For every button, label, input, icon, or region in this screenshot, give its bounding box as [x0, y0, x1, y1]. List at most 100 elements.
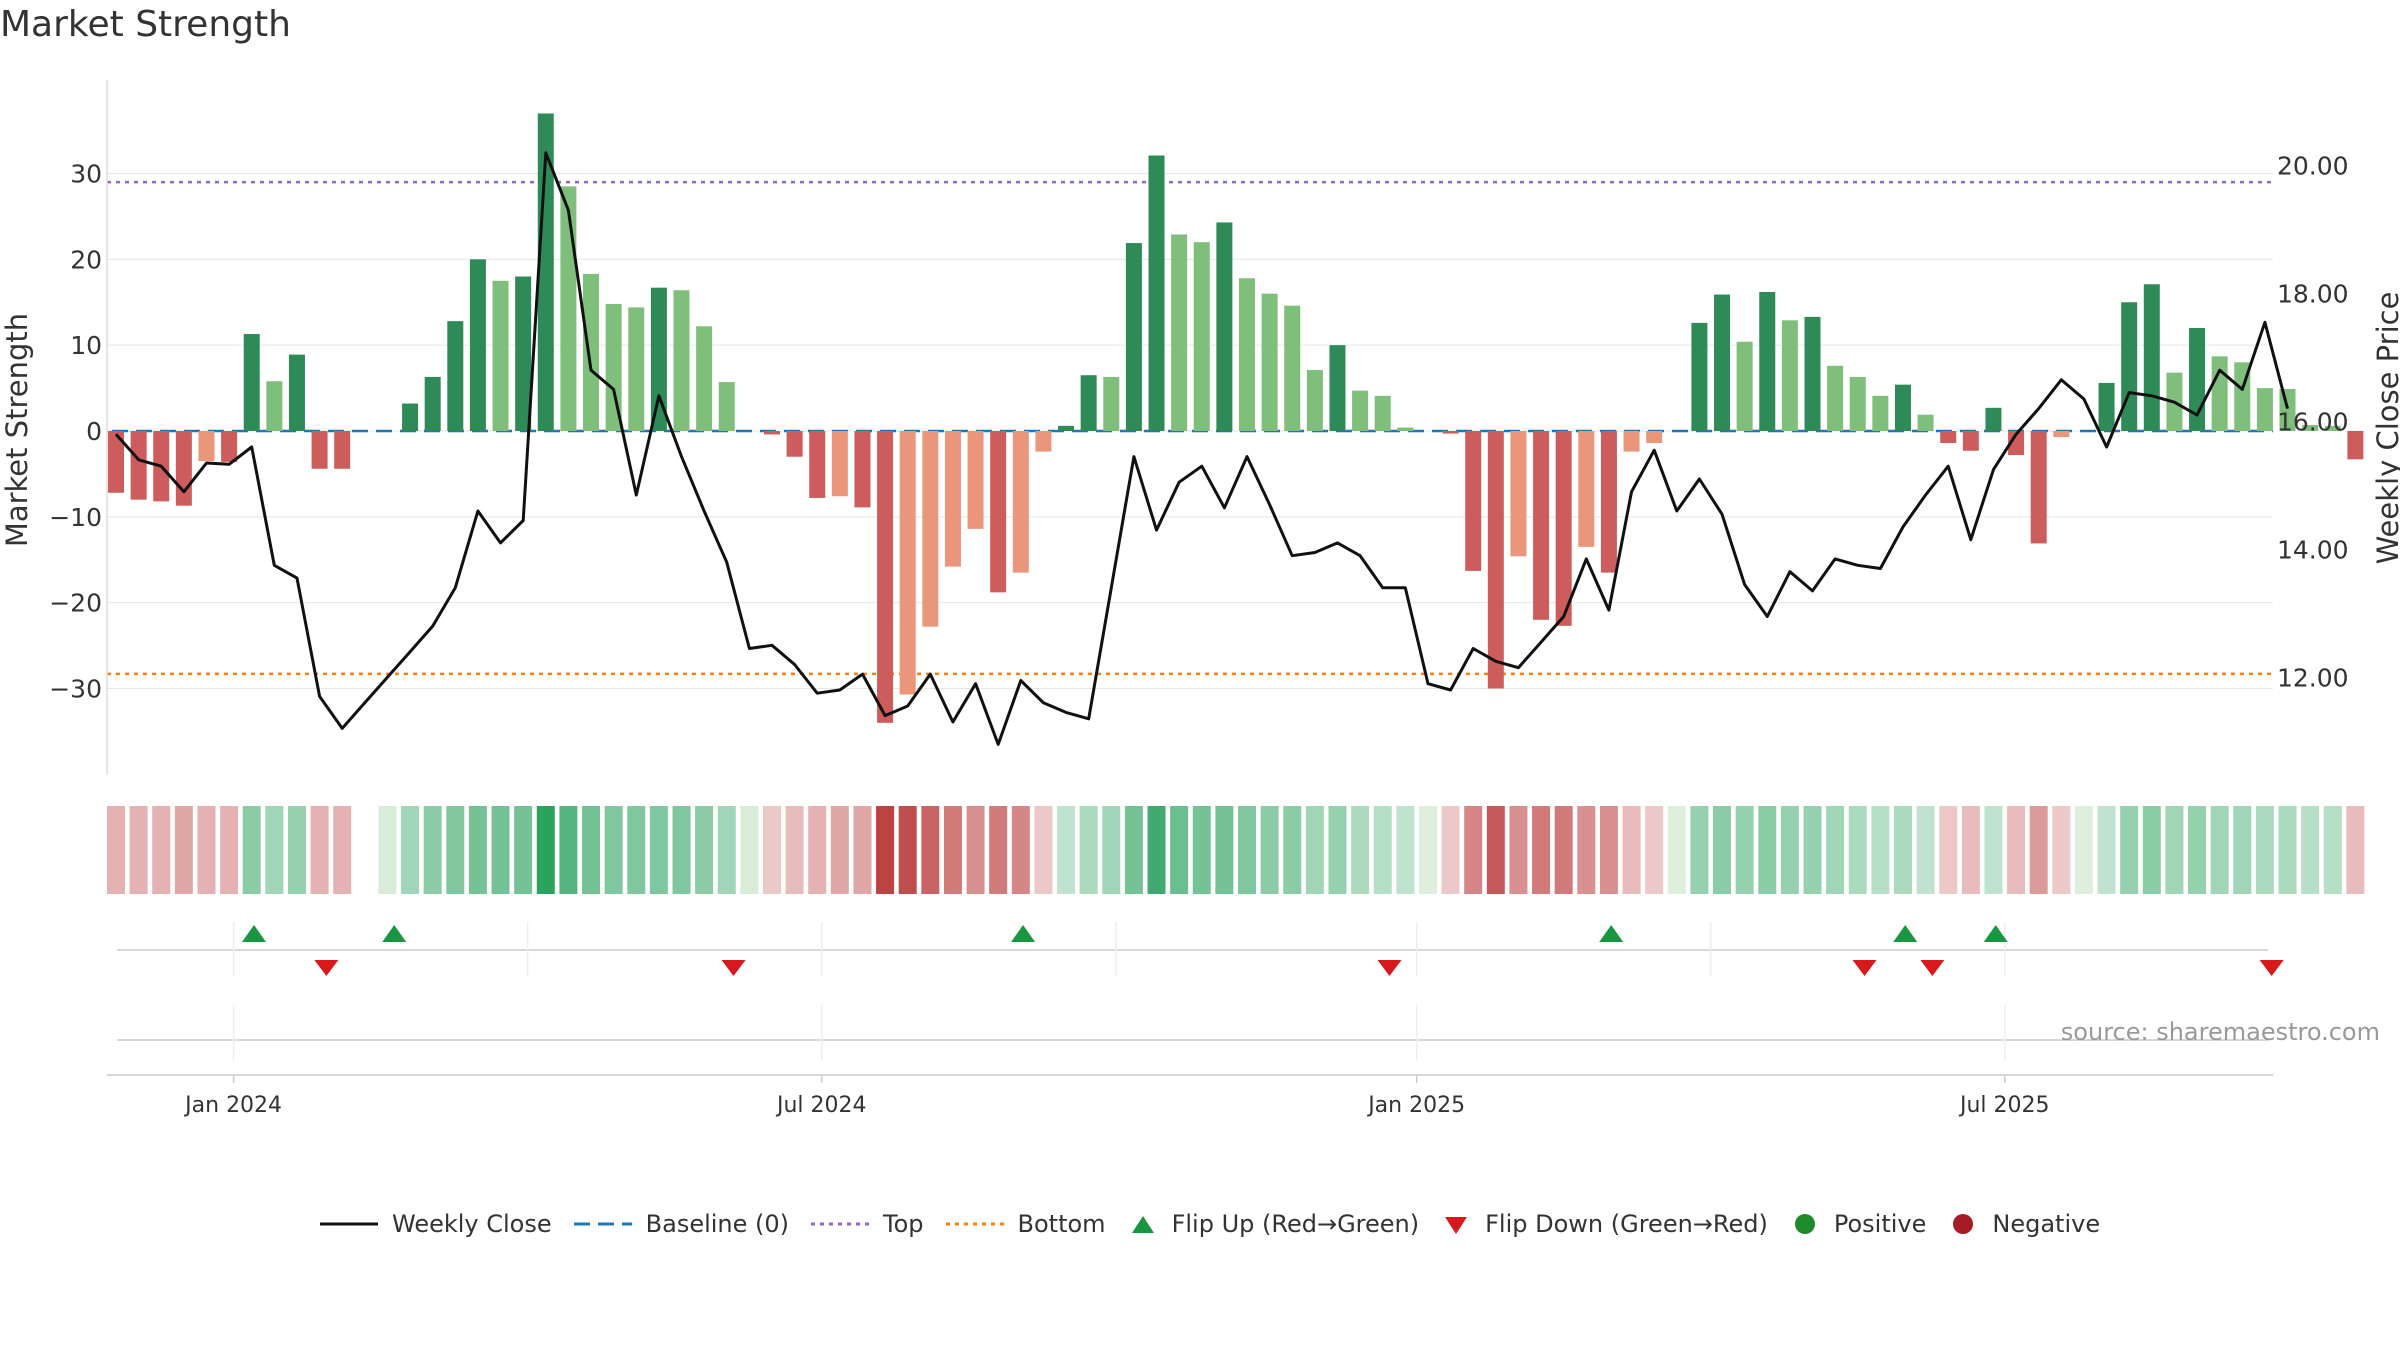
strip-cell [1961, 806, 1980, 894]
strip-cell [1079, 806, 1098, 894]
strip-cell [1780, 806, 1799, 894]
strength-bar [1940, 431, 1957, 444]
strength-bar [1894, 384, 1911, 431]
strength-bar [1193, 242, 1210, 431]
y-right-tick-label: 14.00 [2277, 535, 2349, 564]
strength-bar [1985, 407, 2002, 431]
strength-bar [2211, 356, 2228, 431]
strip-cell [2007, 806, 2026, 894]
strength-bar [1487, 431, 1504, 689]
strip-cell [423, 806, 442, 894]
strip-cell [333, 806, 352, 894]
strip-cell [1464, 806, 1483, 894]
strength-bar [1533, 431, 1550, 620]
strip-cell [921, 806, 940, 894]
strip-cell [1554, 806, 1573, 894]
strip-cell [310, 806, 329, 894]
strip-cell [582, 806, 601, 894]
strip-cell [107, 806, 125, 894]
flip-down-marker [2259, 960, 2284, 976]
strip-cell [1418, 806, 1437, 894]
legend-item-weekly-close: Weekly Close [320, 1209, 552, 1239]
weekly-close-icon [320, 1222, 378, 1226]
x-tick-label: Jan 2025 [1366, 1093, 1465, 1118]
strip-cell [287, 806, 306, 894]
strength-bar [650, 287, 667, 431]
strength-bar [990, 431, 1007, 593]
flip-up-marker [1599, 925, 1624, 942]
positive-icon [1794, 1214, 1815, 1234]
strength-bar [1872, 395, 1889, 431]
strength-bar [1103, 376, 1120, 431]
strip-cell [1509, 806, 1528, 894]
legend-item-flip-up: Flip Up (Red→Green) [1128, 1209, 1419, 1239]
strength-bar [2347, 431, 2364, 460]
strip-cell [1735, 806, 1754, 894]
strength-bar [1510, 431, 1527, 557]
strength-bar [2279, 388, 2296, 431]
strength-bar [1012, 431, 1029, 573]
strength-bar [175, 431, 192, 506]
strength-bar [1058, 425, 1075, 431]
flip-down-marker [1377, 960, 1402, 976]
strip-cell [1848, 806, 1867, 894]
strip-cell [265, 806, 284, 894]
strength-bar [1623, 431, 1640, 452]
strip-cell [2233, 806, 2252, 894]
strip-cell [2052, 806, 2071, 894]
strength-bar [583, 273, 600, 431]
strip-cell [1305, 806, 1324, 894]
legend-item-flip-down: Flip Down (Green→Red) [1441, 1209, 1768, 1239]
strength-bar [1759, 291, 1776, 431]
flip-down-marker [721, 960, 746, 976]
strength-bar [402, 403, 419, 431]
y-right-tick-label: 18.00 [2277, 279, 2349, 308]
strength-bar [447, 321, 464, 431]
legend-label: Weekly Close [392, 1210, 552, 1238]
strip-cell [242, 806, 261, 894]
strength-bar [1035, 431, 1052, 452]
strength-bar [809, 431, 826, 498]
strength-bar [718, 382, 735, 431]
strength-bar [469, 259, 486, 431]
strength-bar [763, 431, 780, 435]
strip-cell [785, 806, 804, 894]
strip-cell [220, 806, 239, 894]
strip-cell [1373, 806, 1392, 894]
flip-up-marker [382, 925, 407, 942]
y-axis-right-label: Weekly Close Price [2371, 292, 2400, 565]
strip-cell [1577, 806, 1596, 894]
strength-bar [944, 431, 961, 567]
strip-cell [1441, 806, 1460, 894]
strength-bar [515, 276, 532, 431]
strip-cell [1939, 806, 1958, 894]
strength-bar [1555, 431, 1572, 626]
strength-bar [243, 334, 260, 431]
strength-bar [2256, 388, 2273, 431]
strength-bar [1600, 431, 1617, 573]
strip-cell [129, 806, 148, 894]
page-title: Market Strength [0, 4, 291, 45]
strip-cell [898, 806, 917, 894]
flip-up-marker [1011, 925, 1036, 942]
strip-cell [1102, 806, 1121, 894]
strip-cell [2074, 806, 2093, 894]
strip-cell [1871, 806, 1890, 894]
legend-label: Positive [1833, 1210, 1927, 1238]
strip-cell [876, 806, 895, 894]
strip-cell [740, 806, 759, 894]
strip-cell [1713, 806, 1732, 894]
strength-bar [922, 431, 939, 627]
strength-bar [1827, 365, 1844, 431]
strength-bar [605, 303, 622, 431]
flip-down-marker [1920, 960, 1945, 976]
strip-cell [1893, 806, 1912, 894]
x-tick-label: Jul 2025 [1958, 1093, 2050, 1118]
strip-cell [2255, 806, 2274, 894]
strength-bar [334, 431, 351, 469]
x-tick-label: Jul 2024 [775, 1093, 867, 1118]
x-axis: Jan 2024 Jul 2024 Jan 2025 Jul 2025 [107, 1074, 2273, 1118]
strength-bar [1171, 234, 1188, 431]
strip-cell [2323, 806, 2342, 894]
strength-bar [424, 376, 441, 431]
